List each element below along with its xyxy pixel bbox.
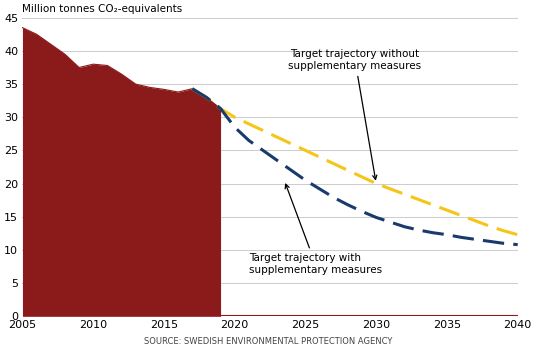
Text: Target trajectory with
supplementary measures: Target trajectory with supplementary mea… xyxy=(249,184,382,275)
Text: Million tonnes CO₂-equivalents: Million tonnes CO₂-equivalents xyxy=(23,4,183,14)
Text: Target trajectory without
supplementary measures: Target trajectory without supplementary … xyxy=(288,49,421,179)
Text: SOURCE: SWEDISH ENVIRONMENTAL PROTECTION AGENCY: SOURCE: SWEDISH ENVIRONMENTAL PROTECTION… xyxy=(144,337,392,345)
